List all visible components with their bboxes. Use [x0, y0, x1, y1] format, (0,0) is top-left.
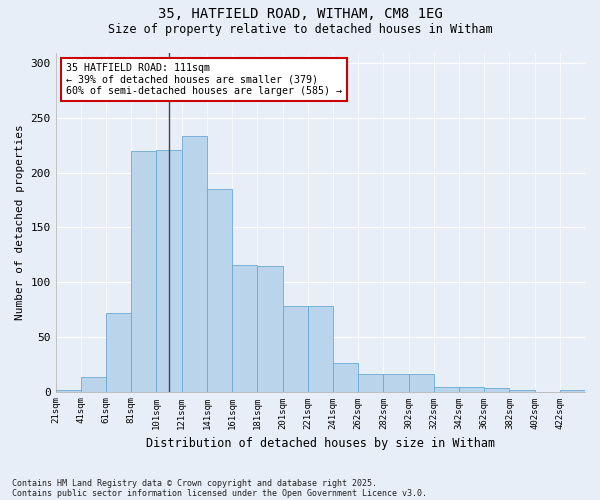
Text: Contains public sector information licensed under the Open Government Licence v3: Contains public sector information licen…: [12, 488, 427, 498]
Bar: [106, 313, 131, 392]
Bar: [81, 378, 106, 392]
Bar: [257, 266, 283, 392]
Bar: [434, 387, 459, 392]
Bar: [232, 264, 257, 392]
Bar: [308, 306, 333, 392]
Bar: [509, 390, 535, 392]
Bar: [207, 189, 232, 392]
Bar: [157, 150, 182, 392]
Bar: [358, 374, 383, 392]
Text: Size of property relative to detached houses in Witham: Size of property relative to detached ho…: [107, 22, 493, 36]
Text: 35, HATFIELD ROAD, WITHAM, CM8 1EG: 35, HATFIELD ROAD, WITHAM, CM8 1EG: [158, 8, 442, 22]
Bar: [459, 387, 484, 392]
X-axis label: Distribution of detached houses by size in Witham: Distribution of detached houses by size …: [146, 437, 495, 450]
Bar: [283, 306, 308, 392]
Text: Contains HM Land Registry data © Crown copyright and database right 2025.: Contains HM Land Registry data © Crown c…: [12, 478, 377, 488]
Bar: [560, 390, 585, 392]
Bar: [131, 151, 157, 392]
Bar: [333, 363, 358, 392]
Bar: [182, 136, 207, 392]
Y-axis label: Number of detached properties: Number of detached properties: [15, 124, 25, 320]
Bar: [484, 388, 509, 392]
Bar: [383, 374, 409, 392]
Text: 35 HATFIELD ROAD: 111sqm
← 39% of detached houses are smaller (379)
60% of semi-: 35 HATFIELD ROAD: 111sqm ← 39% of detach…: [66, 62, 342, 96]
Bar: [56, 390, 81, 392]
Bar: [409, 374, 434, 392]
